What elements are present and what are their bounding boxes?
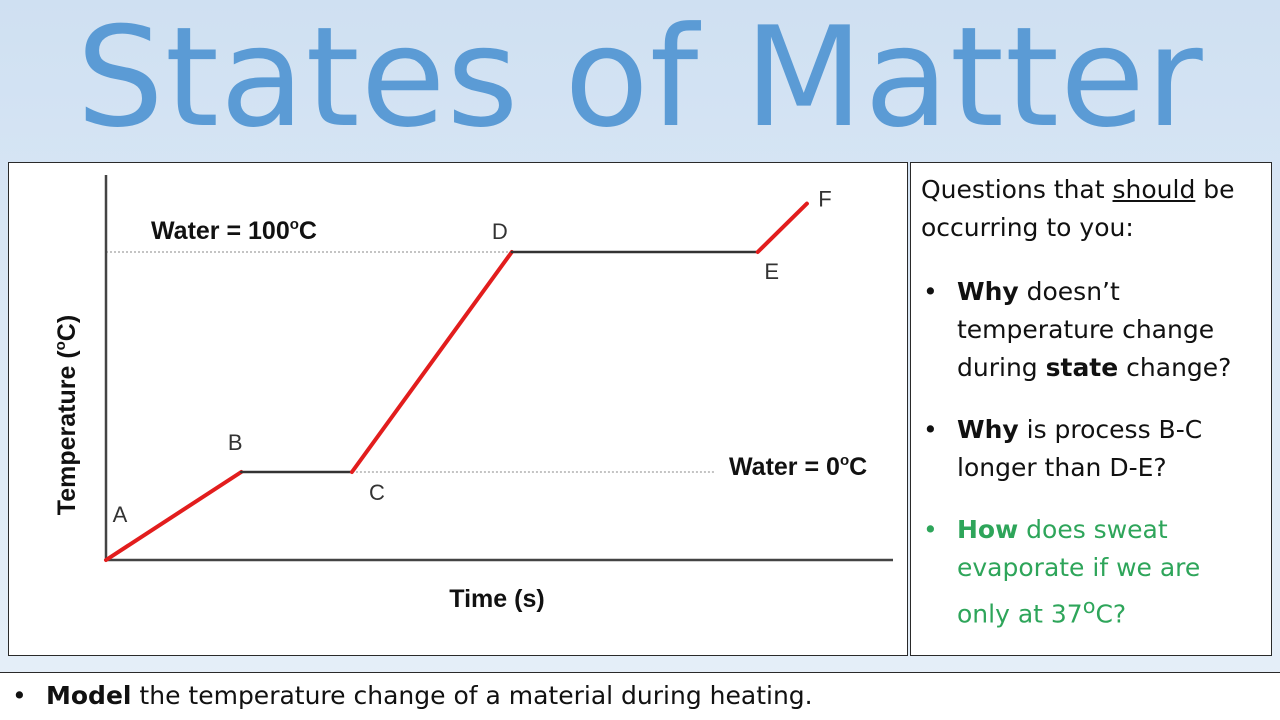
objective-keyword: Model xyxy=(46,681,132,710)
x-axis-label: Time (s) xyxy=(449,585,544,613)
slide-title: States of Matter xyxy=(76,0,1204,158)
y-axis-label: Temperature (oC) xyxy=(52,315,81,515)
point-label-f: F xyxy=(818,187,831,212)
point-label-d: D xyxy=(492,219,508,244)
point-label-b: B xyxy=(228,430,243,455)
question-keyword: Why xyxy=(957,415,1019,444)
questions-list: • Why doesn’t temperature change during … xyxy=(921,273,1259,633)
question-text: doesn’t temperature change during xyxy=(957,277,1215,382)
point-label-c: C xyxy=(369,480,385,505)
question-text: does sweat evaporate if we are only at 3… xyxy=(957,515,1201,629)
degree-superscript: o xyxy=(1082,594,1096,618)
point-label-e: E xyxy=(764,259,779,284)
curve-segment-e-f xyxy=(755,201,809,254)
bullet-icon: • xyxy=(12,681,27,710)
question-item: • Why is process B-C longer than D-E? xyxy=(921,411,1259,487)
reference-label: Water = 100oC xyxy=(151,216,317,245)
objective-text: the temperature change of a material dur… xyxy=(131,681,813,710)
heating-curve-panel: A B C D E F Water = 100oC Water = 0oC Time (s) Te… xyxy=(8,162,908,656)
learning-objective-bar: • Model the temperature change of a mater… xyxy=(0,672,1280,720)
question-item-highlighted: • How does sweat evaporate if we are onl… xyxy=(921,511,1259,633)
bullet-icon: • xyxy=(923,277,938,306)
question-keyword: Why xyxy=(957,277,1019,306)
question-text: change? xyxy=(1118,353,1232,382)
point-label-a: A xyxy=(113,502,128,527)
question-keyword: How xyxy=(957,515,1019,544)
question-text: C? xyxy=(1095,599,1127,629)
questions-panel: Questions that should be occurring to yo… xyxy=(910,162,1272,656)
curve-segment-a-b xyxy=(104,470,244,562)
question-keyword: state xyxy=(1045,353,1119,382)
curve-segment-c-d xyxy=(349,250,514,474)
heating-curve-chart: A B C D E F Water = 100oC Water = 0oC Time (s) Te… xyxy=(52,175,893,613)
question-item: • Why doesn’t temperature change during … xyxy=(921,273,1259,387)
bullet-icon: • xyxy=(923,515,938,544)
bullet-icon: • xyxy=(923,415,938,444)
question-text: is process B-C longer than D-E? xyxy=(957,415,1203,482)
reference-label: Water = 0oC xyxy=(729,452,867,481)
questions-heading-end: be occurring to you: xyxy=(921,175,1235,242)
questions-heading-start: Questions that xyxy=(921,175,1113,204)
questions-heading: Questions that should be occurring to yo… xyxy=(921,171,1259,247)
questions-heading-underlined: should xyxy=(1112,175,1196,204)
